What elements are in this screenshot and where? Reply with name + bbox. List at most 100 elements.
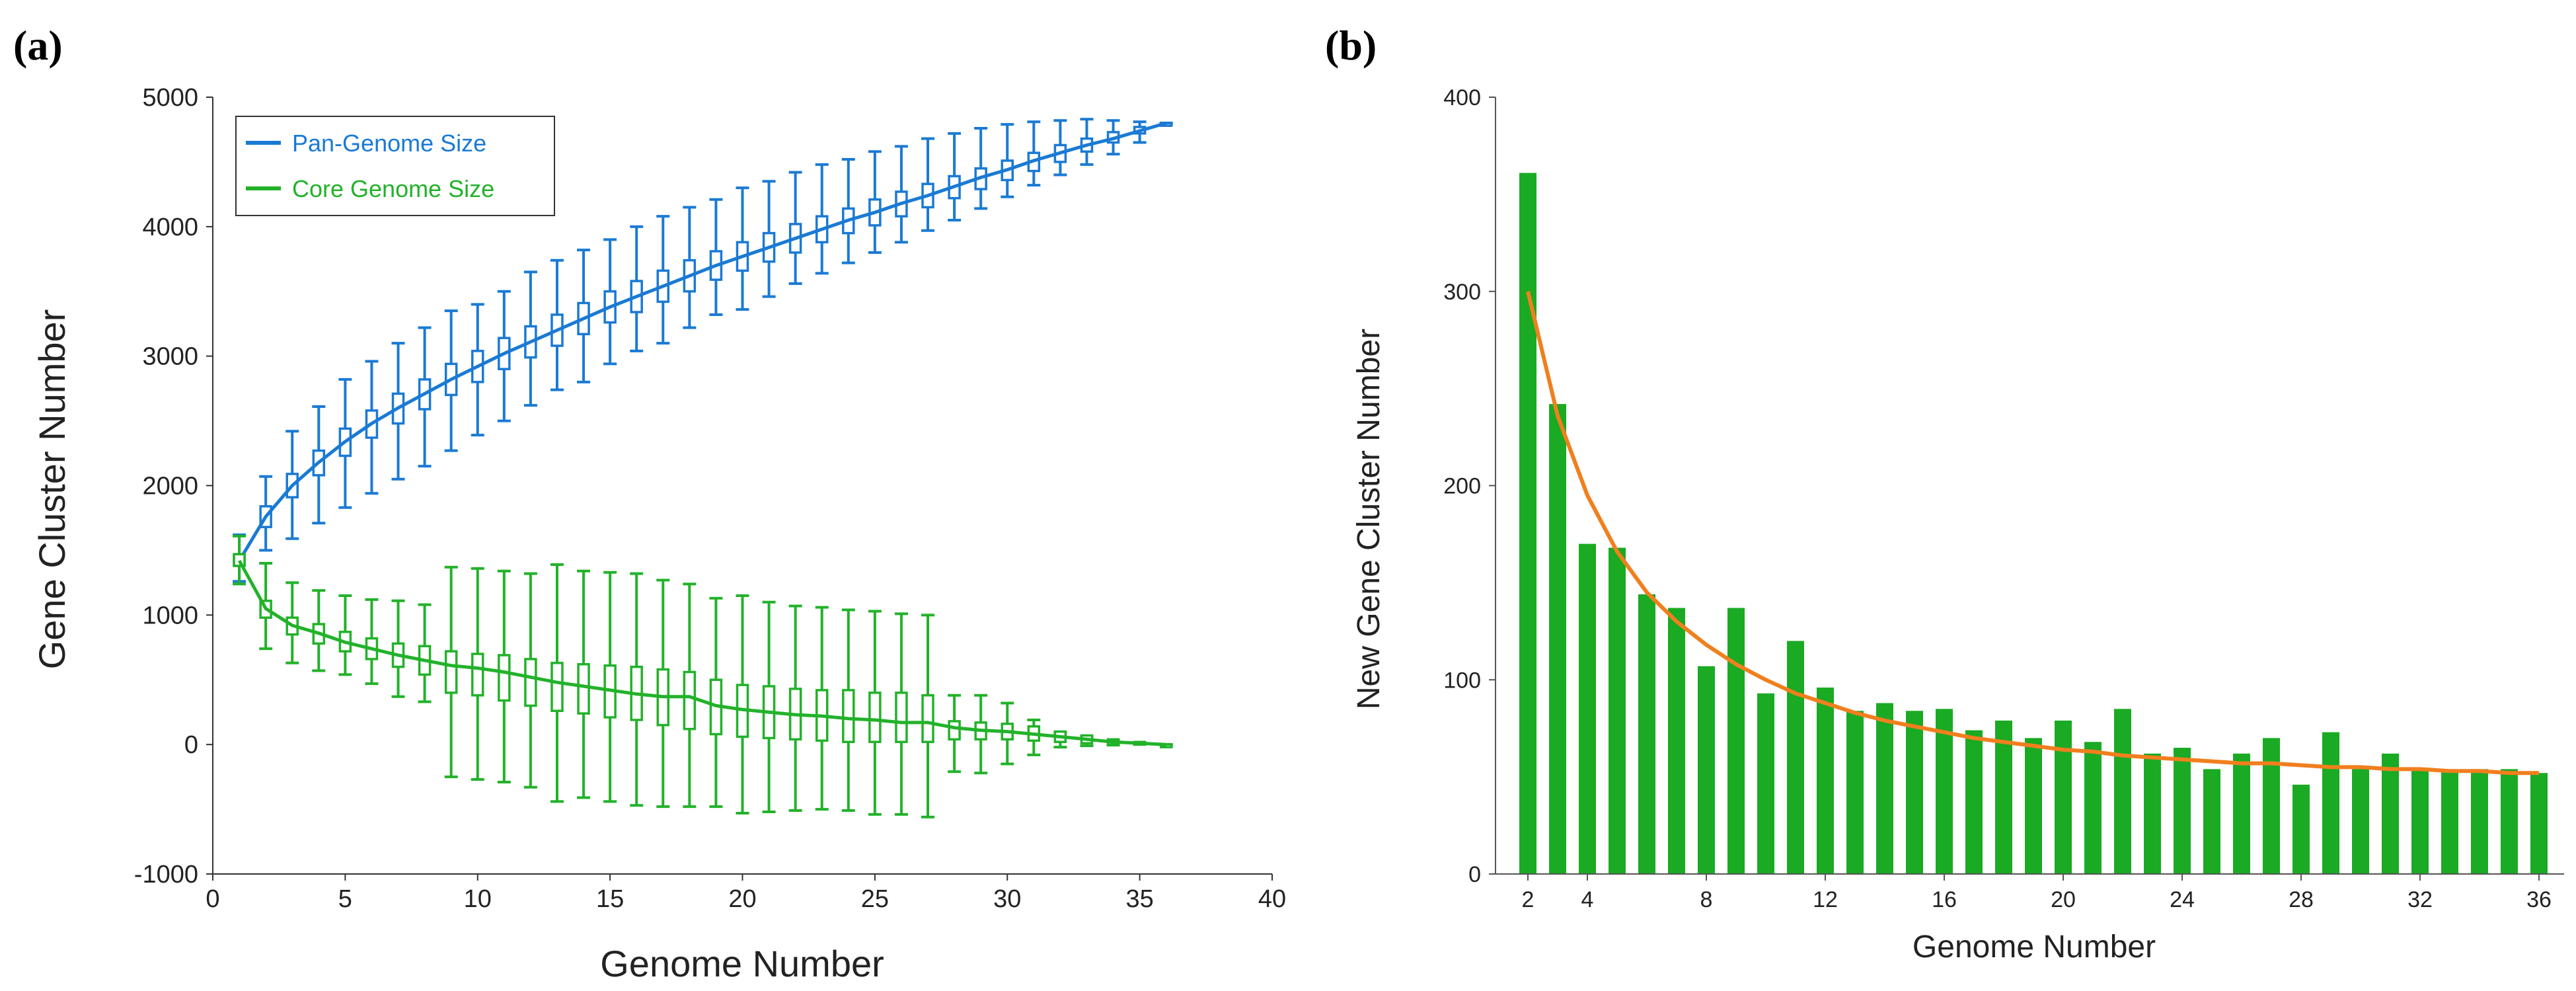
bar [1638,594,1655,874]
panel-a-x-tick-label: 30 [993,885,1021,913]
bar [2025,738,2042,874]
panel-b-label: (b) [1325,22,1377,69]
bar [1876,703,1893,874]
bar [2501,769,2518,874]
core-genome-series [233,534,1173,818]
bar [1579,543,1596,874]
bar [2530,773,2548,874]
panel-b-y-tick-label: 400 [1443,85,1481,110]
panel-b-y-tick-label: 200 [1443,474,1481,499]
panel-a-y-tick-label: 3000 [142,343,198,371]
panel-a-x-tick-label: 25 [861,885,889,913]
box [471,653,484,697]
panel-a-x-tick-label: 15 [596,885,624,913]
box [550,662,564,713]
panel-a-xlabel: Genome Number [600,943,884,984]
panel-b-x-tick-label: 24 [2170,887,2195,912]
panel-a-x-tick-label: 20 [728,885,756,913]
bar [2292,784,2310,874]
panel-b-x-tick-label: 2 [1522,887,1534,912]
box [868,692,882,744]
panel-b-x-tick-label: 32 [2407,887,2433,912]
bar [1995,720,2012,874]
panel-b-y-tick-label: 100 [1443,668,1481,693]
bar [2114,709,2131,874]
panel-a-x-tick-label: 0 [206,885,219,913]
bar [1727,608,1745,874]
box [683,670,697,731]
box [895,692,908,744]
panel-b-x-tick-label: 8 [1700,887,1713,912]
panel-a: (a) 0 5 10 15 20 25 30 35 40 -1000 0 1000 2000 3000 40… [13,22,1286,984]
panel-b-x-tick-label: 28 [2289,887,2314,912]
panel-a-y-tick-label: 4000 [142,214,198,241]
bar [2322,732,2339,874]
panel-a-x-tick-label: 10 [464,885,492,913]
box [524,658,537,707]
bar [1817,688,1834,874]
bar [1936,709,1953,874]
panel-b-x-tick-label: 12 [1813,887,1838,912]
panel-a-ylabel: Gene Cluster Number [31,309,73,670]
box [842,689,855,743]
bar [2471,769,2488,874]
legend-label-core: Core Genome Size [292,175,494,202]
bar [2203,769,2220,874]
panel-a-y-tick-label: 5000 [142,84,198,112]
bar [2233,753,2250,874]
bar [2084,742,2102,874]
bar [1668,608,1685,874]
bar [2055,720,2072,874]
panel-b-x-tick-label: 16 [1932,887,1957,912]
panel-a-legend: Pan-Genome Size Core Genome Size [235,116,555,216]
panel-b-y-tick-label: 300 [1443,280,1481,305]
panel-a-y-tick-label: 2000 [142,473,198,500]
panel-b-y-tick-label: 0 [1468,862,1481,887]
fit-line [237,121,1167,562]
panel-b-x-tick-label: 36 [2526,887,2552,912]
bar [1549,404,1566,874]
bar [2263,738,2280,874]
panel-b-xlabel: Genome Number [1913,930,2156,965]
bar [2174,748,2191,874]
panel-b-x-tick-label: 4 [1581,887,1594,912]
bar [1757,693,1774,874]
fit-curve [1526,291,2539,775]
panel-a-x-tick-label: 5 [338,885,352,913]
bar [1906,711,1923,874]
box [577,663,590,715]
bar [2382,753,2399,874]
panel-a-x-tick-label: 35 [1125,885,1153,913]
bar [1609,547,1626,874]
bar [1787,641,1804,874]
bar [1965,730,1983,874]
panel-a-y-tick-label: -1000 [134,861,198,889]
panel-a-series [233,118,1173,818]
fit-line [237,559,1166,746]
legend-box [235,116,555,216]
bar [2441,771,2458,874]
panel-b-ylabel: New Gene Cluster Number [1351,329,1386,709]
panel-a-label: (a) [13,22,63,69]
panel-b-bars [1519,173,2548,874]
panel-a-y-tick-label: 0 [184,731,198,759]
legend-label-pan: Pan-Genome Size [292,130,486,157]
bar [2352,769,2369,874]
box [498,654,511,702]
box [921,694,934,743]
panel-b-fit [1526,291,2539,775]
bar [1846,711,1864,874]
bar [1698,666,1715,874]
box [948,720,961,741]
pan-genome-series [233,118,1173,583]
panel-b-x-tick-label: 20 [2051,887,2076,912]
panel-a-ticks: 0 5 10 15 20 25 30 35 40 -1000 0 1000 2000 3000 4000 50… [134,84,1286,913]
bar [1519,173,1536,874]
box [444,650,458,694]
panel-a-x-tick-label: 40 [1258,885,1286,913]
bar [2411,769,2429,874]
panel-a-y-tick-label: 1000 [142,602,198,629]
